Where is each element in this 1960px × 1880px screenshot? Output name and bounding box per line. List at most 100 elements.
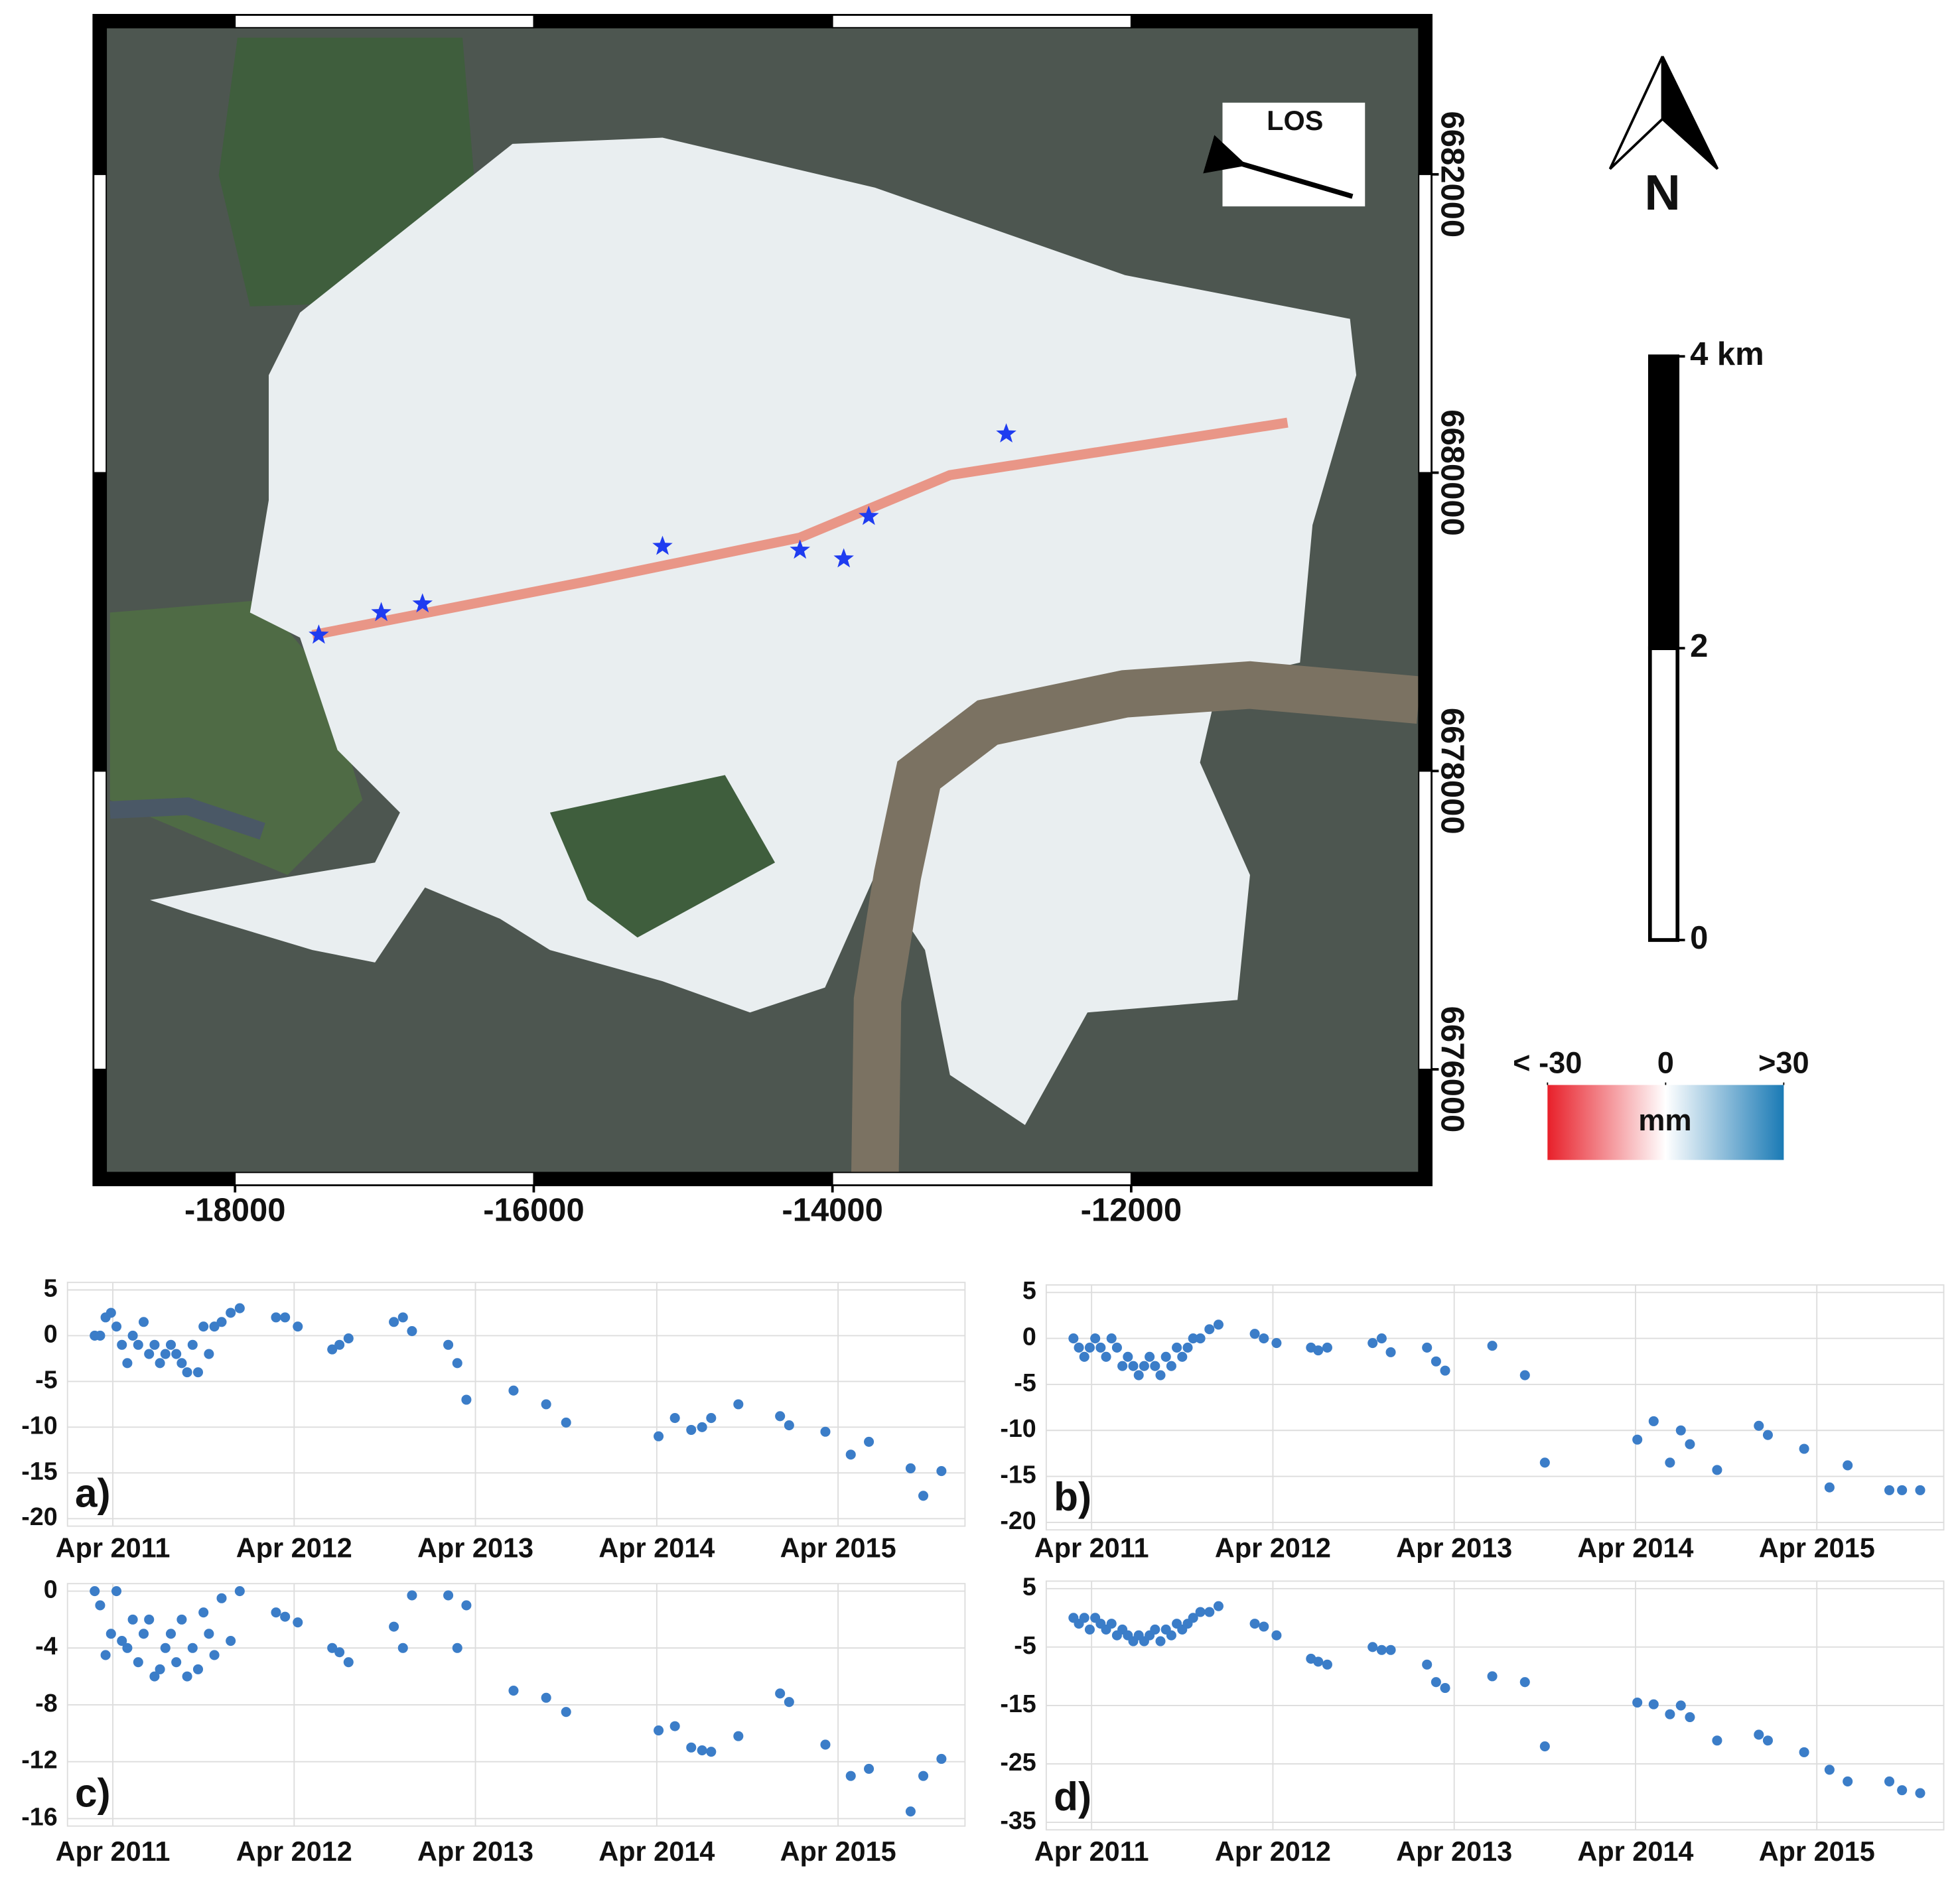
frame-segment [1418,770,1433,1070]
data-point [1632,1434,1643,1445]
data-point [1188,1333,1198,1344]
data-point [1128,1361,1139,1371]
y-tick-label: -20 [21,1503,57,1530]
x-tick-label: Apr 2015 [1759,1836,1875,1867]
frame-segment [1130,1172,1433,1186]
data-point [1106,1619,1117,1629]
data-point [160,1643,171,1653]
data-point [820,1426,831,1437]
frame-segment [93,770,107,1070]
x-tick-label: -14000 [782,1193,882,1229]
data-point [397,1312,408,1323]
frame-segment [93,173,107,474]
data-point [775,1688,786,1699]
data-point [334,1339,345,1350]
y-tick-label: 5 [44,1274,58,1302]
x-tick-label: Apr 2015 [780,1836,896,1867]
y-tick-label: 6680000 [1434,409,1470,536]
y-tick-label: -15 [1000,1690,1036,1717]
data-point [1313,1656,1324,1667]
x-tick-label: Apr 2013 [1396,1836,1512,1867]
data-point [165,1339,176,1350]
data-point [918,1771,929,1781]
data-point [343,1657,354,1668]
data-point [1182,1342,1193,1353]
data-point [144,1349,155,1359]
data-point [443,1590,454,1601]
x-tick-label: -18000 [184,1193,285,1229]
data-point [1675,1425,1686,1436]
data-point [461,1394,472,1405]
data-point [1322,1659,1332,1670]
x-tick-label: Apr 2012 [236,1836,352,1867]
y-tick-label: -20 [1000,1507,1036,1534]
data-point [1271,1337,1282,1349]
data-point [1422,1659,1433,1670]
data-point [1106,1333,1117,1344]
data-point [122,1643,133,1653]
data-point [905,1806,916,1817]
data-point [327,1643,338,1653]
y-tick-label: -15 [21,1457,57,1485]
y-tick-label: -4 [35,1632,58,1660]
data-point [226,1635,236,1646]
data-point [216,1593,227,1603]
data-point [138,1629,149,1639]
data-point [271,1312,281,1323]
x-tick-label: Apr 2013 [417,1836,533,1867]
data-point [209,1650,220,1660]
x-tick-label: Apr 2015 [780,1532,896,1563]
frame-segment [1418,1069,1433,1186]
river [851,661,1421,1175]
data-point [280,1611,291,1622]
data-point [1271,1630,1282,1641]
park [549,775,776,938]
y-tick-label: 6678000 [1434,708,1470,835]
data-point [1824,1482,1835,1493]
data-point [864,1436,875,1447]
data-point [1150,1361,1160,1371]
data-point [95,1600,105,1611]
data-point [1754,1420,1764,1431]
data-point [443,1339,454,1350]
x-tick-label: Apr 2011 [56,1836,171,1867]
x-tick-label: Apr 2013 [417,1532,533,1563]
x-tick-label: Apr 2014 [1577,1532,1693,1563]
y-tick-label: 6682000 [1434,111,1470,237]
frame-segment [831,1172,1132,1186]
data-point [1313,1345,1324,1356]
data-point [216,1317,227,1327]
data-point [1632,1697,1643,1708]
data-point [187,1643,198,1653]
data-point [1519,1677,1530,1688]
data-point [1249,1619,1260,1629]
data-point [1422,1342,1433,1353]
frame-segment [93,1172,236,1186]
x-tick-label: Apr 2014 [598,1836,715,1867]
data-point [111,1321,122,1332]
data-point [1079,1613,1089,1623]
los-arrow [1203,135,1354,199]
frame-segment [533,1172,833,1186]
station-star [371,602,391,622]
data-point [654,1431,664,1442]
frame-segment [93,14,236,29]
lake [109,797,265,840]
data-point [1487,1671,1498,1682]
data-point [343,1333,354,1344]
north-label: N [1644,165,1680,220]
data-point [1376,1645,1387,1655]
data-point [149,1339,160,1350]
y-tick-label: -25 [1000,1748,1036,1776]
data-point [706,1747,717,1757]
data-point [198,1321,209,1332]
data-point [204,1349,214,1359]
data-point [1111,1342,1122,1353]
data-point [1249,1329,1260,1339]
x-tick-label: Apr 2012 [236,1532,352,1563]
data-point [198,1607,209,1618]
data-point [936,1753,947,1764]
data-point [1685,1712,1695,1723]
data-point [1074,1342,1084,1353]
